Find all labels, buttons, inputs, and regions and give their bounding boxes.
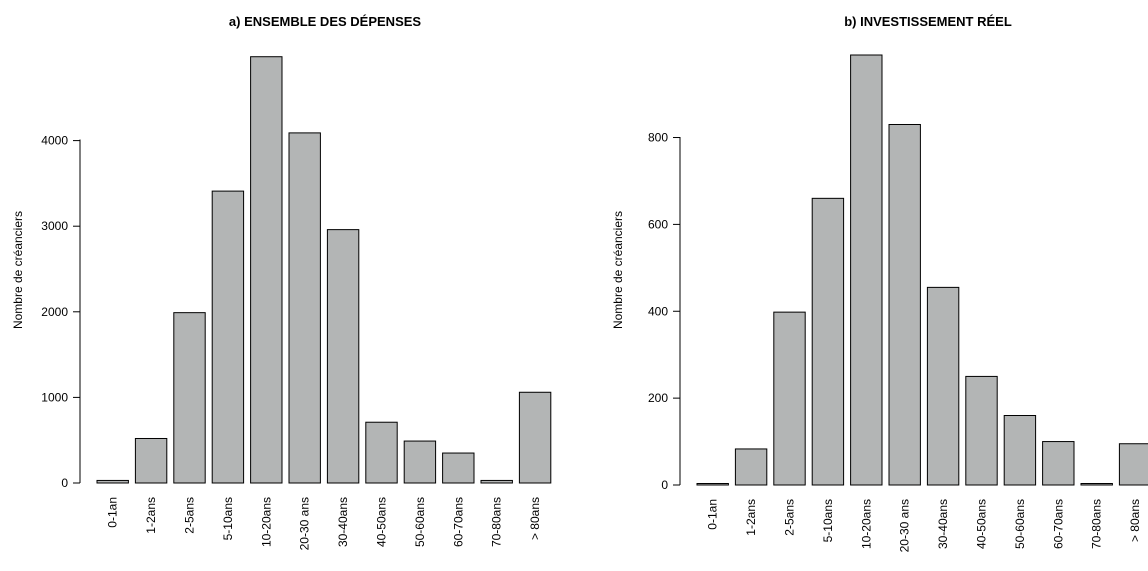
bar bbox=[442, 452, 475, 484]
x-tick-label: 40-50ans bbox=[975, 499, 989, 549]
x-tick-label: 1-2ans bbox=[744, 499, 758, 536]
bar bbox=[888, 123, 921, 486]
y-axis-label: Nombre de créanciers bbox=[11, 211, 25, 329]
y-tick-label: 3000 bbox=[41, 219, 68, 233]
bar bbox=[250, 56, 283, 484]
bar bbox=[134, 437, 168, 484]
y-axis-ticks: 0 200 400 600 800 bbox=[648, 131, 680, 492]
x-tick-label: 30-40ans bbox=[936, 499, 950, 549]
bar bbox=[518, 391, 552, 484]
bar bbox=[403, 440, 437, 484]
x-tick-label: > 80ans bbox=[528, 497, 542, 540]
x-tick-label: 10-20ans bbox=[259, 497, 273, 547]
y-tick-label: 1000 bbox=[41, 390, 68, 404]
bar bbox=[96, 479, 129, 484]
bar bbox=[965, 375, 998, 486]
bar bbox=[326, 229, 360, 484]
bar bbox=[365, 421, 398, 484]
bar bbox=[173, 312, 206, 484]
y-axis-ticks: 0 1000 2000 3000 4000 bbox=[41, 134, 80, 490]
x-axis-labels: 0-1an 1-2ans 2-5ans 5-10ans 10-20ans 20-30 an… bbox=[106, 497, 542, 550]
x-tick-label: 50-60ans bbox=[413, 497, 427, 547]
y-tick-label: 200 bbox=[648, 391, 668, 405]
x-tick-label: 50-60ans bbox=[1013, 499, 1027, 549]
x-tick-label: 20-30 ans bbox=[898, 499, 912, 552]
bar bbox=[1042, 441, 1075, 486]
bar bbox=[926, 286, 960, 486]
y-tick-label: 400 bbox=[648, 304, 668, 318]
bar bbox=[850, 54, 883, 486]
bars bbox=[696, 54, 1148, 486]
chart-title: b) INVESTISSEMENT RÉEL bbox=[844, 14, 1012, 29]
chart-panel-a: a) ENSEMBLE DES DÉPENSES Nombre de créan… bbox=[11, 14, 552, 550]
chart-panel-b: b) INVESTISSEMENT RÉEL Nombre de créanci… bbox=[611, 14, 1148, 552]
chart-title: a) ENSEMBLE DES DÉPENSES bbox=[229, 14, 421, 29]
x-tick-label: 60-70ans bbox=[1051, 499, 1065, 549]
bar bbox=[288, 132, 321, 484]
x-tick-label: 40-50ans bbox=[375, 497, 389, 547]
bar bbox=[480, 479, 513, 484]
x-tick-label: 0-1an bbox=[706, 499, 720, 530]
x-tick-label: 0-1an bbox=[106, 497, 120, 528]
x-tick-label: 2-5ans bbox=[183, 497, 197, 534]
bar bbox=[1118, 443, 1148, 486]
bar bbox=[811, 197, 845, 486]
bar bbox=[734, 448, 768, 486]
bar bbox=[1080, 483, 1113, 486]
x-tick-label: 5-10ans bbox=[821, 499, 835, 542]
x-tick-label: 1-2ans bbox=[144, 497, 158, 534]
x-tick-label: 30-40ans bbox=[336, 497, 350, 547]
y-tick-label: 0 bbox=[61, 476, 68, 490]
y-tick-label: 600 bbox=[648, 217, 668, 231]
x-tick-label: 10-20ans bbox=[859, 499, 873, 549]
x-tick-label: 5-10ans bbox=[221, 497, 235, 540]
y-tick-label: 800 bbox=[648, 131, 668, 145]
bar bbox=[1003, 415, 1037, 486]
y-tick-label: 4000 bbox=[41, 134, 68, 148]
bar bbox=[211, 190, 245, 484]
bar bbox=[696, 483, 729, 486]
x-axis-labels: 0-1an 1-2ans 2-5ans 5-10ans 10-20ans 20-30 an… bbox=[706, 499, 1142, 552]
bar bbox=[773, 311, 806, 486]
y-axis-label: Nombre de créanciers bbox=[611, 211, 625, 329]
y-tick-label: 0 bbox=[661, 478, 668, 492]
x-tick-label: 70-80ans bbox=[490, 497, 504, 547]
x-tick-label: 60-70ans bbox=[451, 497, 465, 547]
y-tick-label: 2000 bbox=[41, 305, 68, 319]
x-tick-label: > 80ans bbox=[1128, 499, 1142, 542]
x-tick-label: 70-80ans bbox=[1090, 499, 1104, 549]
x-tick-label: 20-30 ans bbox=[298, 497, 312, 550]
bars bbox=[96, 56, 552, 484]
x-tick-label: 2-5ans bbox=[783, 499, 797, 536]
